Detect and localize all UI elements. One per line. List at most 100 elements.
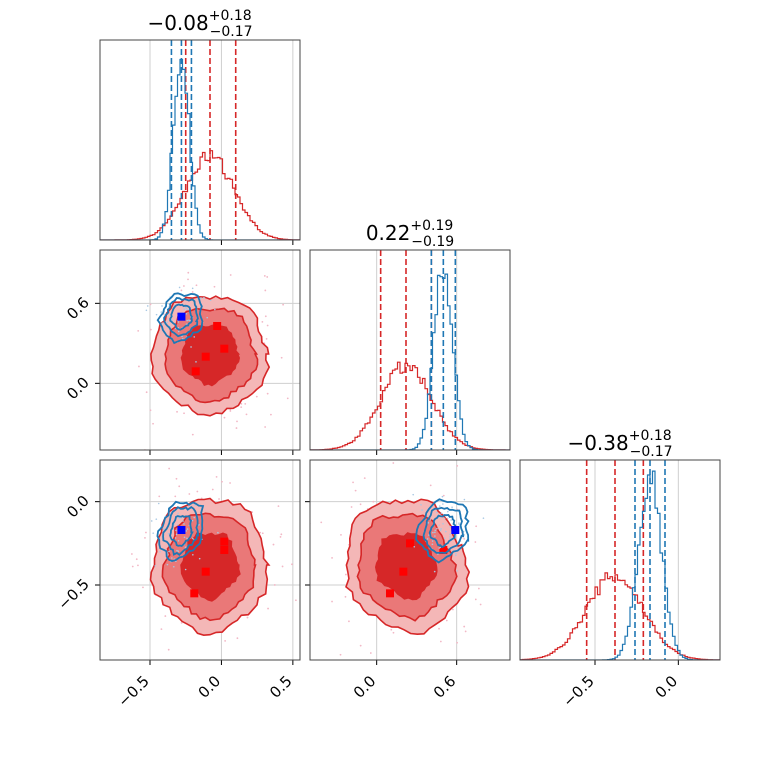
- sample-dot: [177, 330, 180, 333]
- sample-dot: [456, 570, 458, 572]
- hist-content: [520, 460, 720, 660]
- sample-dot: [286, 397, 289, 400]
- sample-dot: [149, 409, 152, 412]
- x-tick-label-p1: −0.5: [114, 672, 152, 710]
- blue-square-marker: [451, 526, 460, 534]
- sample-dot: [240, 402, 243, 405]
- blue-square-marker: [177, 312, 186, 321]
- sample-dot: [189, 319, 191, 322]
- sample-dot: [429, 484, 432, 487]
- sample-dot: [145, 531, 147, 534]
- sample-dot: [431, 540, 434, 542]
- sample-dot: [236, 637, 239, 640]
- sample-dot: [450, 519, 452, 521]
- sample-dot: [193, 516, 196, 519]
- sample-dot: [270, 413, 272, 416]
- sample-dot: [183, 412, 185, 415]
- red-square-marker: [213, 322, 222, 330]
- sample-dot: [198, 557, 201, 560]
- blue-histogram: [100, 58, 300, 240]
- sample-dot: [235, 427, 238, 429]
- sample-dot: [175, 533, 178, 536]
- sample-dot: [452, 608, 454, 611]
- sample-dot: [359, 503, 362, 506]
- sample-dot: [194, 504, 196, 506]
- red-square-marker: [201, 352, 210, 361]
- sample-dot: [193, 336, 196, 338]
- sample-dot: [221, 480, 223, 483]
- blue-contour: [169, 303, 193, 331]
- sample-dot: [180, 621, 183, 624]
- blue-contour: [162, 505, 200, 556]
- sample-dot: [413, 545, 416, 548]
- sample-dot: [255, 395, 258, 398]
- panel-frame: [309, 249, 511, 451]
- sample-dot: [449, 525, 452, 528]
- sample-dot: [392, 462, 395, 464]
- sample-dot: [186, 319, 188, 322]
- x-tick-label-p3: 0.0: [652, 672, 682, 702]
- sample-dot: [172, 565, 175, 568]
- sample-dot: [479, 603, 482, 606]
- sample-dot: [182, 520, 184, 522]
- sample-dot: [442, 522, 444, 525]
- sample-dot: [266, 276, 269, 278]
- sample-dot: [157, 502, 160, 505]
- y-tick-label-p3: 0.0: [63, 492, 93, 522]
- sample-dot: [217, 531, 219, 534]
- red-square-marker: [399, 567, 408, 576]
- sample-dot: [438, 524, 441, 526]
- panel-p1-p3: [95, 459, 301, 665]
- sample-dot: [451, 506, 453, 508]
- sample-dot: [166, 563, 169, 566]
- sample-dot: [443, 517, 446, 520]
- sample-dot: [152, 532, 155, 534]
- sample-dot: [177, 512, 179, 514]
- blue-contour: [163, 297, 199, 338]
- sample-dot: [176, 549, 178, 552]
- title-p1: −0.08+0.18 −0.17: [147, 8, 252, 40]
- sample-dot: [146, 305, 149, 307]
- blue-contour: [156, 292, 204, 345]
- sample-dot: [187, 278, 189, 281]
- sample-dot: [175, 529, 177, 532]
- sample-dot: [426, 538, 429, 540]
- sample-dot: [477, 587, 480, 590]
- sample-dot: [429, 519, 432, 521]
- blue-contour: [156, 500, 205, 563]
- sample-dot: [438, 505, 441, 507]
- sample-dot: [213, 285, 216, 288]
- sample-dot: [214, 308, 216, 311]
- sample-dot: [244, 402, 247, 405]
- blue-histogram: [310, 273, 510, 450]
- hist-content: [100, 40, 300, 240]
- sample-dot: [195, 284, 198, 287]
- sample-dot: [438, 627, 440, 630]
- blue-contour: [415, 498, 470, 564]
- sample-dot: [449, 537, 451, 540]
- sample-dot: [279, 536, 282, 538]
- sample-dot: [264, 315, 267, 318]
- sample-dot: [464, 630, 467, 633]
- sample-dot: [224, 640, 227, 642]
- sample-dot: [183, 308, 185, 310]
- sample-dot: [438, 547, 441, 549]
- sample-dot: [421, 509, 423, 511]
- sample-dot: [191, 433, 194, 436]
- blue-contour: [422, 506, 465, 555]
- red-square-marker: [201, 567, 210, 576]
- sample-dot: [161, 322, 164, 324]
- red-square-marker: [220, 546, 229, 554]
- sample-dot: [458, 522, 460, 524]
- sample-dot: [182, 285, 185, 287]
- sample-dot: [181, 337, 184, 340]
- sample-dot: [174, 537, 177, 539]
- sample-dot: [449, 536, 451, 538]
- sample-dot: [264, 289, 267, 292]
- sample-dot: [372, 500, 375, 503]
- sample-dot: [218, 498, 220, 500]
- panel-p2-p3: [305, 459, 511, 665]
- red-histogram: [310, 361, 510, 450]
- sample-dot: [184, 568, 187, 571]
- sample-dot: [155, 313, 158, 316]
